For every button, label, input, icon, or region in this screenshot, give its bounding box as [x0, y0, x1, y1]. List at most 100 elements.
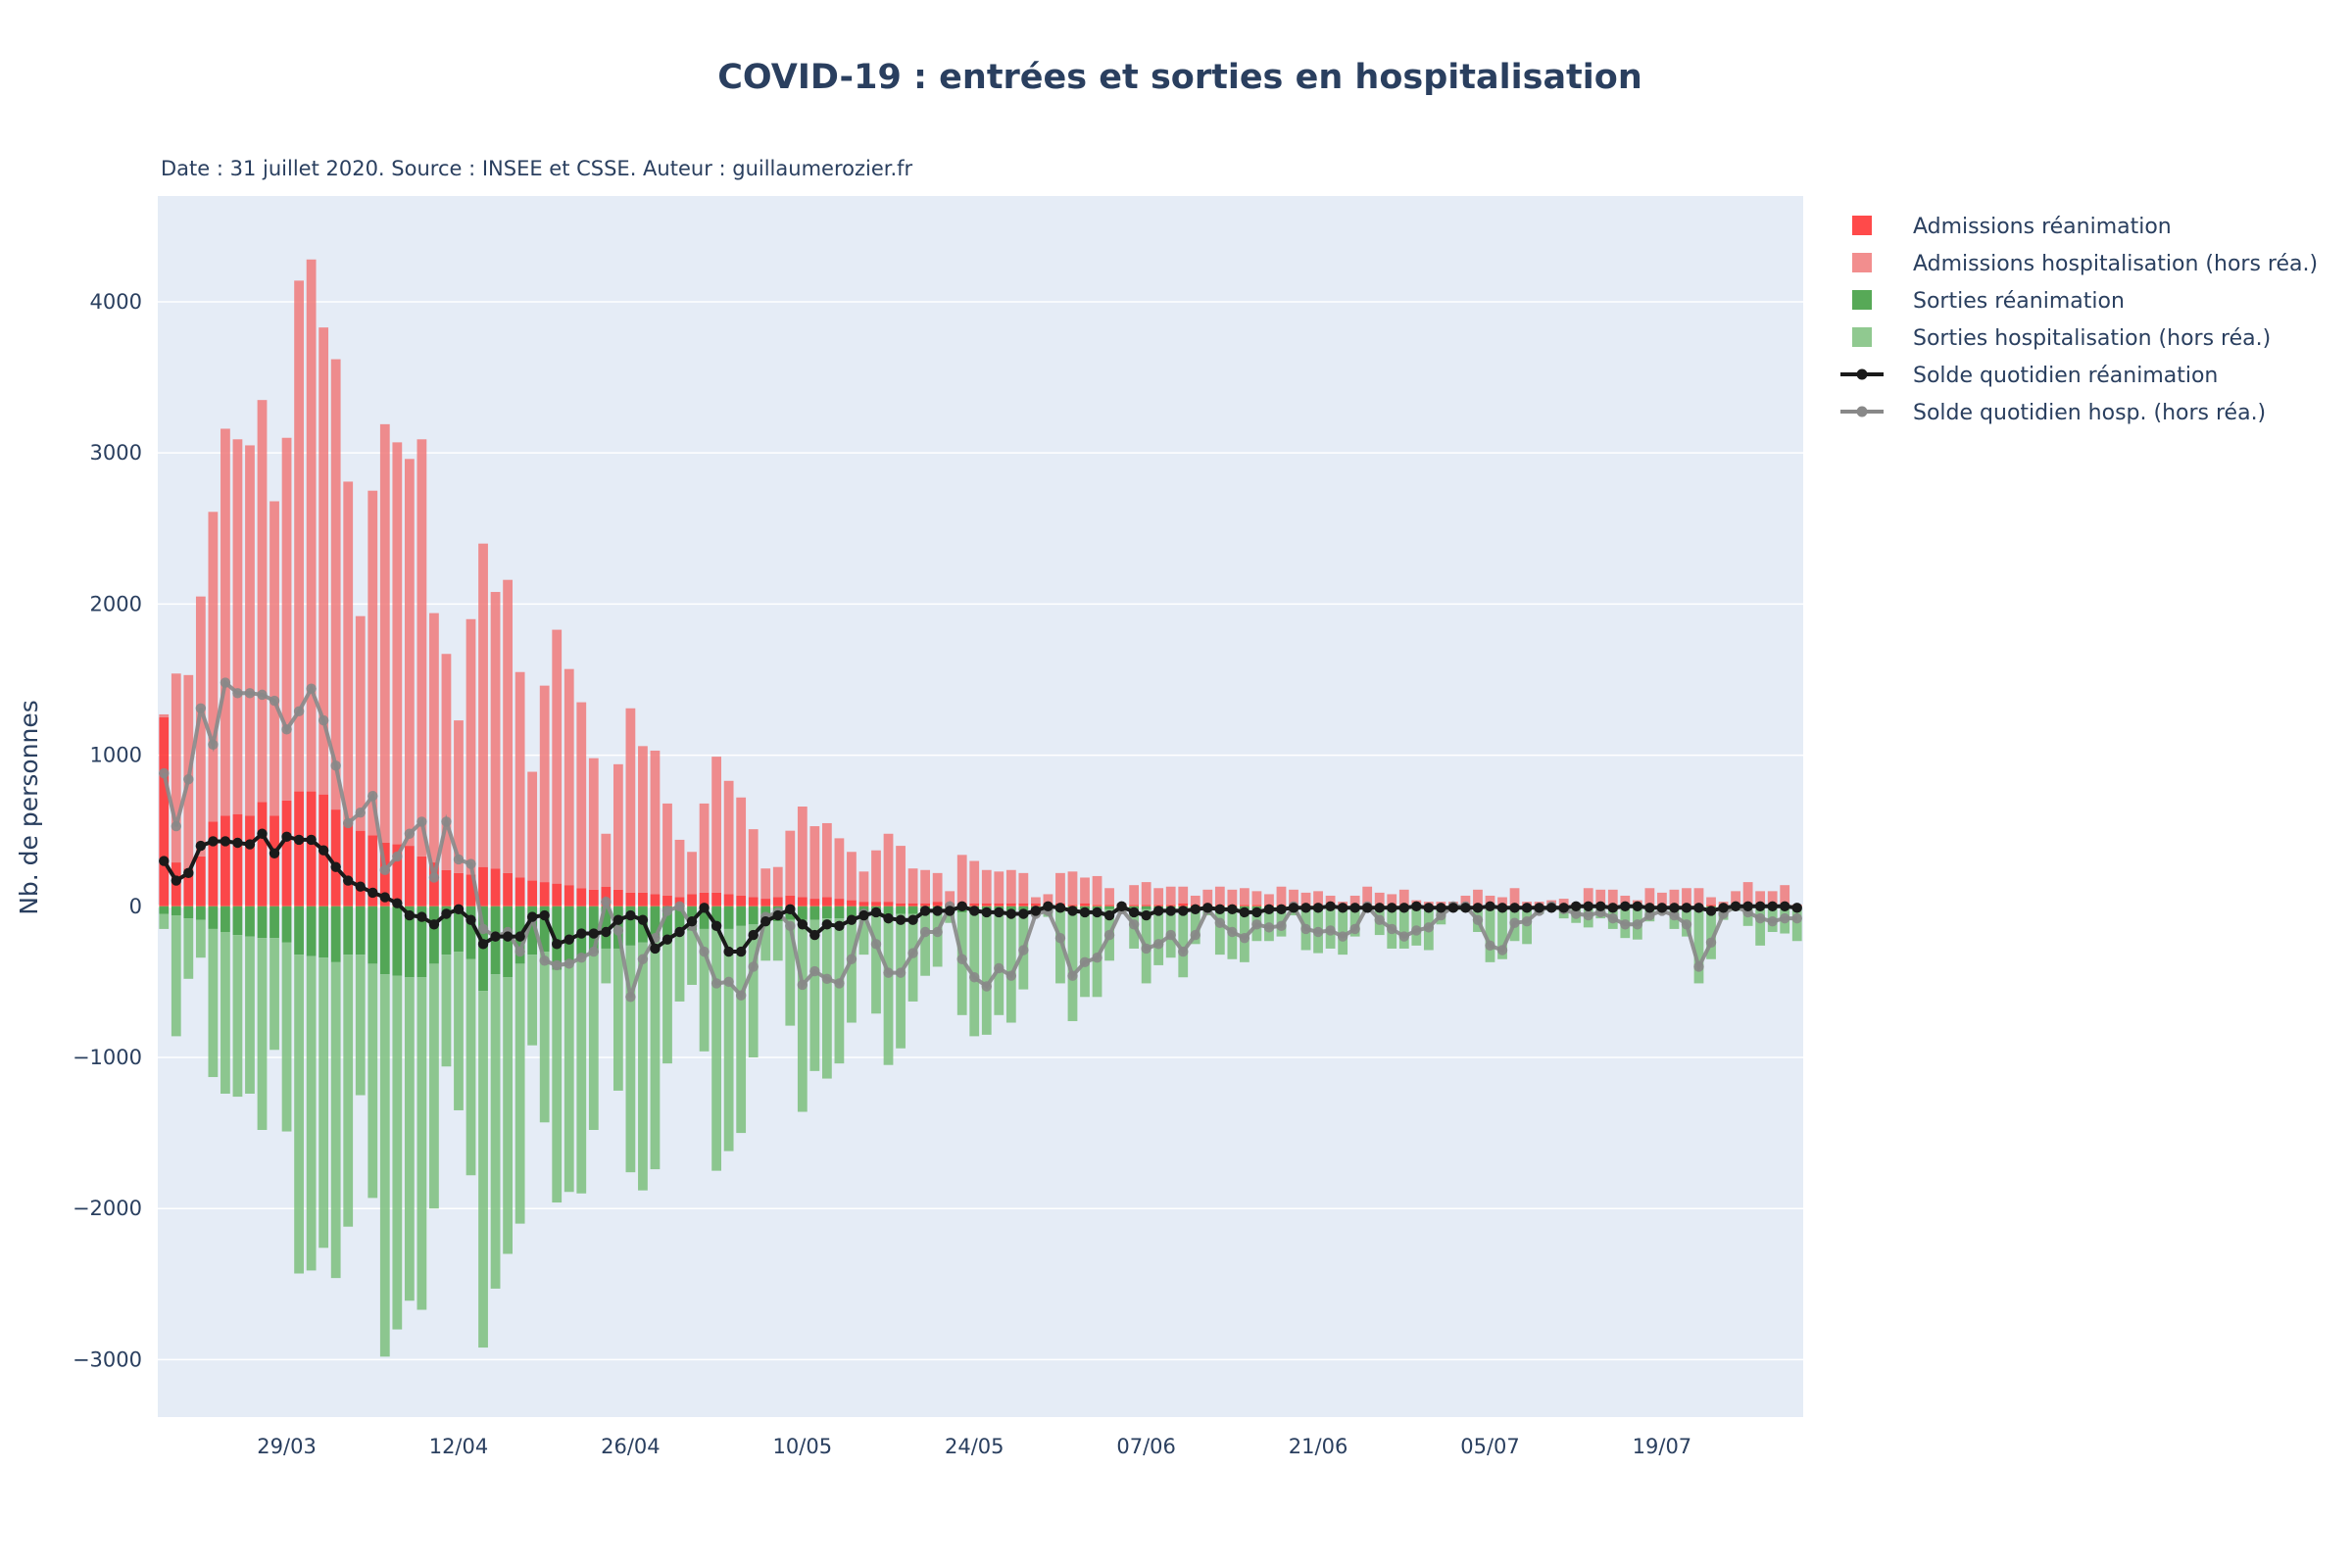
bar	[527, 955, 538, 1046]
line-point	[650, 943, 661, 955]
bar	[612, 948, 623, 1091]
line-point	[662, 906, 673, 916]
plot-area	[158, 196, 1803, 1417]
bar	[1141, 905, 1152, 906]
line-point	[919, 906, 931, 916]
bar	[1374, 892, 1385, 906]
legend-swatch	[1852, 216, 1872, 235]
bar	[220, 931, 230, 1094]
line-point	[453, 904, 465, 915]
line-point	[1043, 901, 1054, 911]
line-point	[1534, 903, 1544, 913]
line-point	[1669, 909, 1680, 921]
line-point	[1398, 931, 1409, 942]
bar	[171, 673, 181, 863]
line-point	[220, 677, 231, 688]
line-point	[1239, 932, 1250, 944]
line-point	[1558, 903, 1569, 913]
bar	[896, 913, 906, 1049]
line-point	[612, 914, 624, 925]
bar	[1214, 886, 1225, 906]
y-tick-label: 3000	[90, 441, 142, 465]
line-point	[318, 714, 329, 726]
legend-label: Solde quotidien hosp. (hors réa.)	[1913, 401, 2266, 425]
bar	[1644, 888, 1655, 906]
lines	[159, 677, 1802, 1003]
line-point	[1607, 912, 1618, 924]
bar	[1005, 910, 1016, 1023]
bar	[588, 758, 599, 890]
line-point	[870, 906, 882, 918]
bar	[711, 892, 721, 906]
bar	[1055, 872, 1065, 904]
line-point	[1693, 961, 1704, 972]
line-point	[956, 954, 967, 964]
bar	[1178, 908, 1189, 978]
legend[interactable]: Admissions réanimation Admissions hospita…	[1840, 215, 2318, 425]
bar	[306, 259, 317, 792]
bar	[1202, 889, 1213, 906]
line-point	[404, 909, 416, 921]
bar	[490, 974, 501, 1289]
line-point	[1152, 906, 1164, 916]
line-point	[1079, 956, 1091, 968]
line-point	[1644, 909, 1655, 921]
line-point	[466, 858, 476, 869]
line-point	[159, 856, 170, 866]
line-point	[834, 978, 845, 989]
bar	[994, 871, 1004, 904]
bar	[674, 906, 685, 934]
bar	[736, 797, 747, 896]
bar	[1067, 905, 1078, 906]
bar	[797, 906, 808, 920]
bar	[932, 911, 943, 967]
bar	[1473, 889, 1483, 906]
bar	[195, 596, 206, 857]
line-point	[748, 961, 759, 972]
bar	[1018, 906, 1029, 911]
line-point	[171, 875, 181, 886]
line-point	[208, 739, 219, 750]
line-point	[1005, 908, 1017, 919]
bar	[1214, 908, 1225, 956]
line-point	[1276, 920, 1287, 932]
bar	[785, 895, 796, 906]
line-point	[1190, 929, 1200, 941]
bar	[454, 720, 464, 873]
x-axis-ticks: 29/03 12/04 26/04 10/05 24/05 07/06 21/06 05/07…	[257, 1435, 1691, 1458]
bar	[834, 838, 845, 900]
line-point	[772, 909, 783, 921]
line-point	[981, 981, 992, 992]
bar	[257, 938, 268, 1131]
line-point	[330, 861, 341, 872]
bar	[601, 948, 612, 984]
bar	[454, 872, 464, 906]
line-point	[1030, 906, 1042, 916]
bar	[1153, 888, 1164, 906]
bar	[1780, 885, 1790, 906]
bar	[821, 822, 832, 898]
bar	[723, 906, 734, 929]
line-point	[428, 919, 440, 930]
y-tick-label: 4000	[90, 290, 142, 314]
line-point	[1300, 903, 1311, 913]
bar	[650, 938, 661, 1170]
bar	[503, 906, 513, 978]
line-point	[514, 946, 525, 957]
y-tick-label: 1000	[90, 744, 142, 767]
line-point	[785, 904, 796, 915]
bar	[871, 850, 881, 903]
bar	[270, 501, 279, 816]
bar	[343, 906, 354, 956]
bar	[994, 903, 1004, 906]
bar	[1460, 895, 1471, 906]
bar	[1497, 897, 1507, 906]
bar	[159, 713, 170, 718]
bar	[539, 906, 550, 953]
line-point	[1103, 909, 1115, 921]
line-point	[1485, 901, 1495, 911]
line-point	[686, 915, 698, 927]
bar	[159, 906, 170, 914]
bar	[404, 459, 415, 847]
